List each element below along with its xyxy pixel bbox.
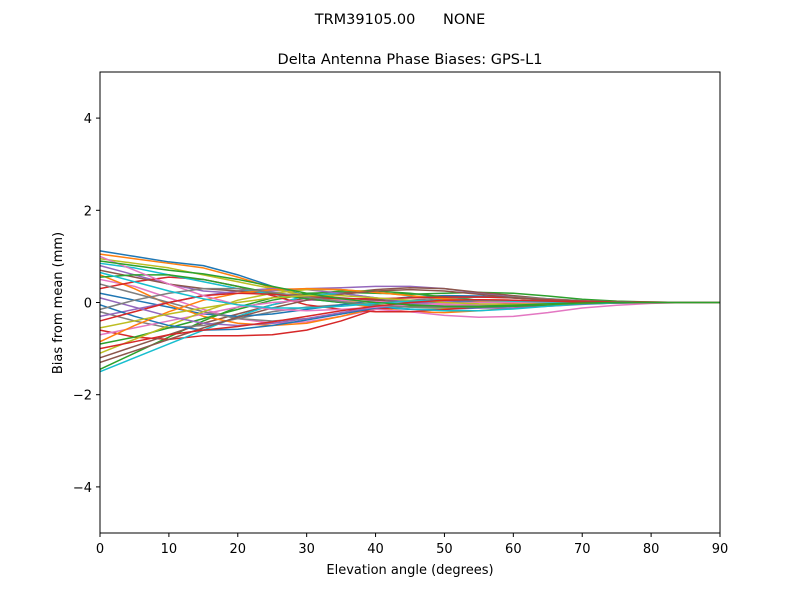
chart-suptitle: TRM39105.00 NONE <box>314 12 486 28</box>
y-axis-label: Bias from mean (mm) <box>51 232 66 374</box>
y-tick-label: 4 <box>84 112 92 127</box>
plot-lines <box>99 250 720 373</box>
series-line-32 <box>99 260 720 307</box>
x-tick-label: 0 <box>96 542 104 557</box>
x-tick-label: 30 <box>298 542 315 557</box>
chart-title: Delta Antenna Phase Biases: GPS-L1 <box>278 52 543 68</box>
y-tick-label: −2 <box>73 389 92 404</box>
x-axis: 0 10 20 30 40 50 60 70 80 90 <box>96 533 728 557</box>
x-tick-label: 70 <box>574 542 591 557</box>
x-tick-label: 90 <box>712 542 729 557</box>
x-tick-label: 60 <box>505 542 522 557</box>
y-tick-label: −4 <box>73 481 92 496</box>
x-tick-label: 50 <box>436 542 453 557</box>
y-axis: −4 −2 0 2 4 <box>73 112 100 496</box>
x-tick-label: 40 <box>367 542 384 557</box>
x-tick-label: 20 <box>230 542 247 557</box>
y-tick-label: 2 <box>84 204 92 219</box>
x-tick-label: 80 <box>643 542 660 557</box>
y-tick-label: 0 <box>84 297 92 312</box>
x-tick-label: 10 <box>161 542 178 557</box>
series-line-13 <box>99 290 720 345</box>
x-axis-label: Elevation angle (degrees) <box>326 563 493 578</box>
